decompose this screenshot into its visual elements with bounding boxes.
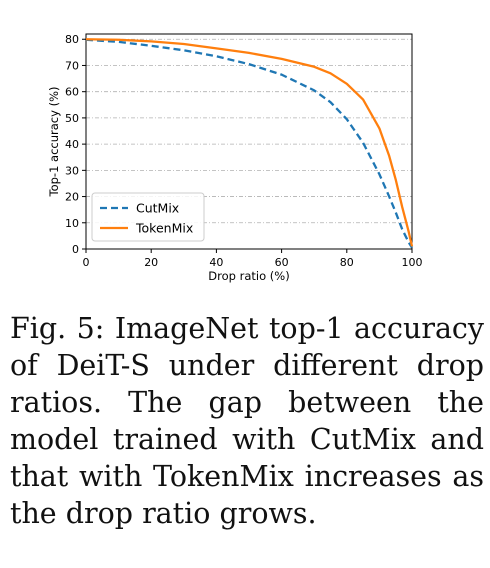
x-tick-label: 20: [144, 256, 158, 269]
y-tick-label: 60: [65, 86, 79, 99]
series-line-cutmix: [85, 38, 413, 249]
legend-label-tokenmix: TokenMix: [135, 221, 193, 236]
legend-label-cutmix: CutMix: [136, 201, 179, 216]
y-tick-label: 10: [65, 217, 79, 230]
y-tick-label: 20: [65, 191, 79, 204]
y-tick-label: 80: [65, 33, 79, 46]
x-tick-label: 40: [209, 256, 223, 269]
y-tick-label: 0: [72, 243, 79, 256]
y-axis-label: Top-1 accuracy (%): [47, 87, 61, 198]
x-tick-label: 60: [275, 256, 289, 269]
figure-caption: Fig. 5: ImageNet top-1 accuracy of DeiT-…: [10, 312, 484, 530]
series-line-tokenmix: [85, 38, 414, 247]
x-axis-label: Drop ratio (%): [208, 269, 289, 283]
chart-canvas: 0 10 20 30 40 50 60 70 80 0 20 40 60 80 100 Drop ratio …: [47, 33, 423, 283]
y-tick-label: 70: [65, 59, 79, 72]
y-tick-label: 50: [65, 112, 79, 125]
plot-frame: [85, 33, 413, 250]
y-tick-label: 30: [65, 164, 79, 177]
x-tick-label: 0: [83, 256, 90, 269]
x-tick-label: 80: [340, 256, 354, 269]
line-chart: 0 10 20 30 40 50 60 70 80 0 20 40 60 80 100 Drop ratio …: [47, 33, 423, 283]
y-tick-label: 40: [65, 138, 79, 151]
x-tick-label: 100: [402, 256, 423, 269]
